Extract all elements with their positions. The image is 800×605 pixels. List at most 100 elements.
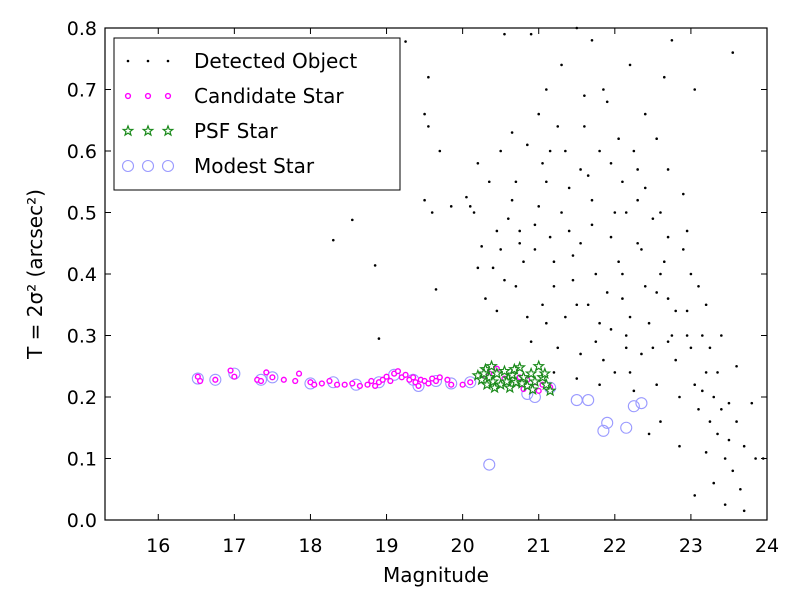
detected-object-point — [681, 192, 685, 196]
detected-object-point — [605, 100, 609, 104]
detected-object-point — [613, 371, 617, 374]
detected-object-point — [628, 315, 632, 319]
psf-star-point — [526, 382, 540, 396]
psf-star-point — [524, 366, 538, 380]
detected-object-point — [731, 469, 735, 473]
detected-object-point — [716, 432, 719, 436]
candidate-star-point — [269, 374, 276, 381]
y-axis-label: T = 2σ² (arcsec²) — [23, 189, 47, 360]
y-tick-label: 0.3 — [67, 326, 97, 348]
detected-object-point — [628, 371, 632, 374]
detected-object-point — [723, 503, 727, 506]
detected-object-point — [609, 235, 613, 239]
candidate-star-point — [459, 381, 466, 388]
x-tick-label: 20 — [451, 535, 475, 557]
detected-object-point — [712, 395, 716, 399]
candidate-star-point — [292, 377, 299, 385]
detected-object-point — [712, 481, 716, 485]
psf-star-point — [513, 360, 527, 373]
x-axis-label: Magnitude — [383, 563, 489, 587]
detected-object-point — [472, 211, 476, 214]
detected-object-point — [537, 205, 541, 208]
psf-star-point — [486, 374, 500, 388]
detected-object-point — [552, 285, 556, 288]
psf-star-point — [538, 366, 552, 380]
detected-object-point — [693, 383, 697, 387]
detected-object-point — [742, 444, 746, 448]
detected-object-point — [438, 149, 442, 153]
candidate-star-point — [318, 380, 325, 387]
modest-star-point — [266, 371, 279, 384]
data-points-layer — [191, 26, 765, 513]
detected-object-point — [701, 389, 704, 393]
detected-object-point — [423, 198, 426, 202]
detected-object-point — [503, 278, 506, 282]
candidate-star-point — [436, 374, 443, 381]
detected-object-point — [636, 198, 639, 202]
detected-object-point — [617, 260, 620, 264]
x-tick-label: 16 — [146, 535, 170, 557]
detected-object-point — [506, 217, 510, 220]
x-tick-label: 18 — [298, 535, 322, 557]
x-tick-label: 24 — [755, 535, 779, 557]
detected-object-point — [632, 389, 636, 393]
y-tick-label: 0.5 — [67, 203, 97, 225]
legend-label-detected-object: Detected Object — [194, 49, 357, 73]
candidate-star-point — [410, 374, 417, 381]
candidate-star-point — [402, 371, 409, 378]
psf-star-point — [505, 368, 519, 381]
detected-object-point — [662, 75, 666, 79]
detected-object-point — [723, 457, 727, 460]
candidate-star-point — [257, 377, 265, 385]
detected-object-point — [545, 180, 548, 184]
detected-object-point — [377, 337, 381, 340]
detected-object-point — [678, 395, 681, 399]
modest-star-point — [570, 394, 583, 407]
detected-object-point — [571, 254, 575, 257]
psf-star-legend-marker — [121, 124, 135, 137]
detected-object-point — [430, 211, 434, 214]
detected-object-point — [727, 401, 731, 405]
detected-object-point — [647, 432, 651, 436]
detected-object-point — [590, 198, 594, 202]
modest-star-legend-marker — [161, 159, 175, 173]
detected-object-point — [685, 334, 689, 337]
detected-object-point — [427, 125, 430, 128]
detected-object-point — [704, 451, 708, 454]
candidate-star-point — [368, 377, 375, 385]
detected-object-point — [567, 229, 571, 233]
detected-object-point — [636, 168, 639, 171]
detected-object-point — [590, 39, 594, 42]
detected-object-point — [548, 149, 552, 153]
detected-object-point — [579, 352, 582, 356]
detected-object-point — [666, 168, 670, 171]
axis-ticks: 16 17 18 19 20 21 22 23 24 0.0 0.1 0.2 0.3 0.4 0.5 0.6 0… — [67, 18, 779, 557]
candidate-star-legend-marker — [124, 92, 132, 100]
detected-object-point — [583, 125, 586, 128]
detected-object-point — [503, 32, 506, 36]
candidate-star-point — [425, 380, 432, 387]
y-tick-label: 0.7 — [67, 80, 97, 102]
detected-object-point — [373, 264, 377, 267]
candidate-star-point — [364, 381, 371, 388]
detected-object-point — [750, 401, 754, 405]
psf-star-point — [539, 377, 553, 391]
detected-object-point — [697, 408, 700, 411]
detected-object-point — [533, 248, 537, 251]
detected-object-point — [659, 420, 662, 423]
detected-object-point — [476, 266, 480, 270]
detected-object-point — [598, 149, 601, 153]
candidate-star-point — [212, 376, 219, 383]
detected-object-point — [404, 40, 407, 43]
detected-object-point — [541, 162, 544, 165]
psf-star-point — [517, 370, 530, 383]
detected-object-point — [655, 291, 658, 294]
detected-object-point — [579, 241, 582, 245]
detected-object-point — [704, 371, 708, 374]
x-tick-label: 17 — [222, 535, 246, 557]
modest-star-point — [620, 421, 633, 434]
detected-object-point — [659, 272, 662, 276]
candidate-star-point — [415, 382, 422, 390]
modest-star-point — [483, 458, 496, 471]
